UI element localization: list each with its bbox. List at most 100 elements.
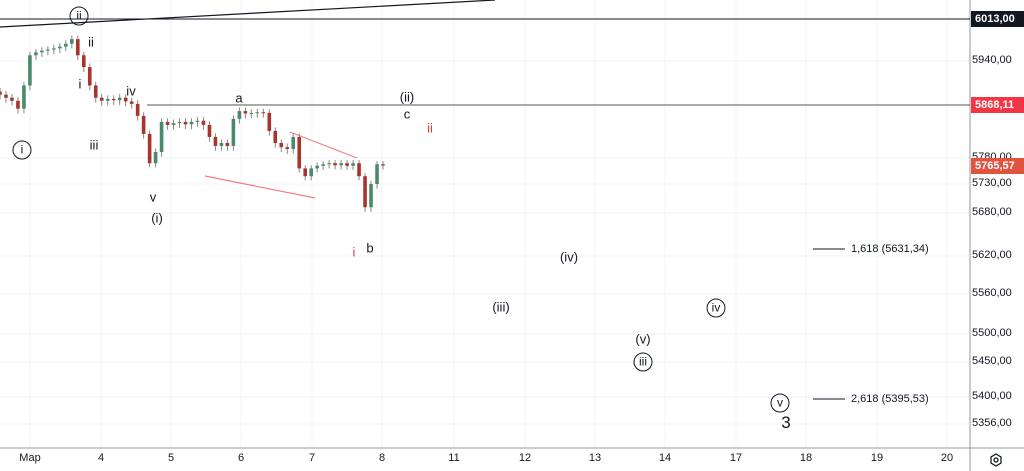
candle <box>16 100 20 109</box>
wave-label: a <box>235 90 243 106</box>
date-tick-label: 13 <box>588 452 602 464</box>
candle <box>225 142 230 146</box>
price-badge-last: 5765,57 <box>971 158 1024 174</box>
price-tick-label: 5680,00 <box>972 206 1012 218</box>
candle <box>297 136 302 169</box>
wedge-lower-line <box>204 175 316 199</box>
price-tick-label: 5560,00 <box>972 287 1012 299</box>
date-tick-label: 14 <box>658 452 672 464</box>
wave-label: i <box>352 244 356 260</box>
candle <box>28 55 32 86</box>
candle <box>153 151 158 164</box>
date-tick-label: 11 <box>448 452 460 464</box>
wave-label: ii <box>427 120 433 136</box>
wave-label: iii <box>89 137 99 153</box>
wave-label: i <box>78 76 82 92</box>
candle <box>363 176 367 208</box>
date-tick-label: 5 <box>167 452 175 464</box>
candle <box>375 164 379 184</box>
candle <box>105 98 110 101</box>
candle <box>81 55 86 68</box>
candle <box>165 121 170 125</box>
candle <box>255 112 260 114</box>
wave-label: v <box>149 189 157 205</box>
wave-label: (v) <box>635 331 651 347</box>
candle <box>201 120 206 125</box>
date-tick-label: 12 <box>518 452 532 464</box>
candle <box>147 133 152 164</box>
price-tick-label: 5400,00 <box>972 390 1012 402</box>
date-tick-label: 4 <box>97 452 105 464</box>
wave-label: (ii) <box>399 89 415 105</box>
candle <box>285 147 290 149</box>
candle <box>117 97 122 101</box>
candle <box>315 165 319 169</box>
candle <box>231 118 236 146</box>
candle <box>129 101 134 104</box>
wave-label: (i) <box>151 210 163 226</box>
wave-label: (iii) <box>492 299 510 315</box>
candle <box>207 124 212 137</box>
date-tick-label: 6 <box>237 452 245 464</box>
candle <box>381 164 385 166</box>
price-tick-label: 5450,00 <box>972 355 1012 367</box>
candle <box>327 163 331 165</box>
candle <box>4 94 8 98</box>
candle <box>243 111 248 114</box>
settings-icon[interactable] <box>988 452 1004 468</box>
price-tick-label: 5356,00 <box>972 417 1012 429</box>
wave-label: (iv) <box>559 249 579 265</box>
candle <box>195 120 200 122</box>
price-tick-label: 5940,00 <box>972 54 1012 66</box>
wave-label: i <box>12 140 32 160</box>
candle <box>213 136 218 146</box>
wave-label: ii <box>69 6 89 26</box>
candle <box>22 85 26 109</box>
candle <box>189 121 194 125</box>
candle <box>75 39 80 56</box>
wave-label: iii <box>633 352 653 372</box>
wedge-upper-line <box>289 131 358 159</box>
candle <box>93 85 98 98</box>
wave-label: 3 <box>781 413 791 432</box>
candle <box>10 97 14 101</box>
candle <box>70 39 74 44</box>
price-tick-label: 5620,00 <box>972 249 1012 261</box>
price-badge-6013: 6013,00 <box>971 11 1024 27</box>
candle <box>87 67 92 86</box>
price-badge-5868: 5868,11 <box>971 97 1024 113</box>
candle <box>52 48 56 50</box>
date-tick-label: 7 <box>308 452 316 464</box>
price-tick-label: 5500,00 <box>972 327 1012 339</box>
candle <box>159 121 164 152</box>
candle <box>64 43 68 47</box>
candle <box>303 168 308 177</box>
candle <box>357 163 361 177</box>
wave-label: v <box>770 393 790 413</box>
candle <box>261 112 266 114</box>
candle <box>135 103 140 116</box>
candle <box>46 49 50 51</box>
candle <box>58 46 62 49</box>
candle <box>345 163 349 166</box>
candle <box>309 168 313 177</box>
wave-label: iv <box>126 83 136 99</box>
fib-level-label: 2,618 (5395,53) <box>851 393 929 405</box>
wave-label: b <box>366 240 374 256</box>
wave-label: c <box>403 106 411 122</box>
candle <box>123 97 128 102</box>
candle <box>273 130 278 143</box>
candle <box>351 163 355 166</box>
date-tick-label: 18 <box>799 452 813 464</box>
candle <box>321 164 325 166</box>
date-tick-label: 8 <box>378 452 386 464</box>
wave-label: ii <box>88 34 94 50</box>
fib-level-label: 1,618 (5631,34) <box>851 243 929 255</box>
date-tick-label: 19 <box>870 452 884 464</box>
candle <box>99 97 104 101</box>
candle <box>237 111 242 119</box>
candle <box>111 98 116 101</box>
candle <box>333 163 337 166</box>
